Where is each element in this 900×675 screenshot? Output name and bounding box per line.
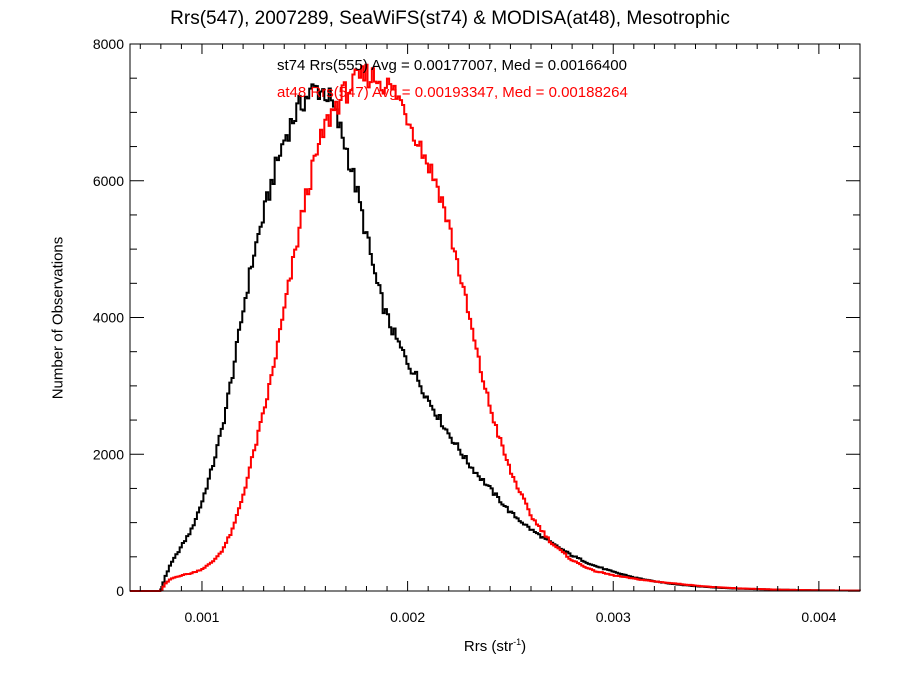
x-tick-label: 0.001 <box>184 609 219 625</box>
series-layer <box>130 63 861 592</box>
histogram-series-1 <box>130 83 861 592</box>
tick-labels-layer: 0.001 0.002 0.003 0.004 0 2000 4000 6000 8000 <box>93 36 837 625</box>
y-tick-label: 0 <box>116 583 124 599</box>
annotations-layer: st74 Rrs(555) Avg = 0.00177007, Med = 0.… <box>277 57 628 101</box>
y-tick-label: 2000 <box>93 446 124 462</box>
ticks-layer <box>130 43 861 592</box>
x-tick-label: 0.002 <box>390 609 425 625</box>
x-axis-label: Rrs (str-1) <box>464 637 526 655</box>
x-tick-label: 0.003 <box>596 609 631 625</box>
histogram-series-2 <box>130 63 861 592</box>
y-tick-label: 4000 <box>93 310 124 326</box>
x-axis-label-close: ) <box>521 638 527 655</box>
y-tick-label: 6000 <box>93 173 124 189</box>
x-axis-label-main: Rrs (str <box>463 638 514 655</box>
x-axis-label-superscript: -1 <box>513 637 522 647</box>
x-tick-label: 0.004 <box>801 609 836 625</box>
chart-title: Rrs(547), 2007289, SeaWiFS(st74) & MODIS… <box>170 8 730 29</box>
y-tick-label: 8000 <box>93 36 124 52</box>
stats-annotation-2: at48 Rrs(547) Avg = 0.00193347, Med = 0.… <box>277 84 628 101</box>
stats-annotation-1: st74 Rrs(555) Avg = 0.00177007, Med = 0.… <box>277 57 627 74</box>
